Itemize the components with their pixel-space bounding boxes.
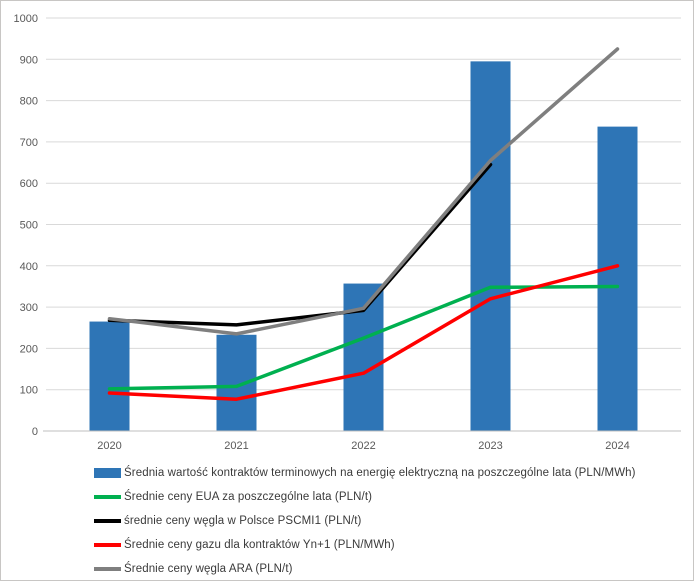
bar-2020 bbox=[89, 321, 130, 431]
x-tick-label: 2020 bbox=[97, 440, 121, 452]
legend-swatch-line bbox=[94, 567, 121, 571]
legend-item: Średnia wartość kontraktów terminowych n… bbox=[94, 461, 636, 485]
y-tick-label: 0 bbox=[32, 426, 38, 438]
legend: Średnia wartość kontraktów terminowych n… bbox=[94, 461, 636, 580]
plot-area: 0 100 200 300 400 500 600 700 800 900 1000 2020 2021… bbox=[14, 13, 681, 452]
legend-item: Średnie ceny węgla ARA (PLN/t) bbox=[94, 557, 636, 580]
line-series-3 bbox=[107, 264, 620, 401]
y-tick-label: 100 bbox=[20, 385, 38, 397]
legend-item: Średnie ceny EUA za poszczególne lata (P… bbox=[94, 485, 636, 509]
x-tick-label: 2022 bbox=[351, 440, 375, 452]
legend-item: Średnie ceny gazu dla kontraktów Yn+1 (P… bbox=[94, 533, 636, 557]
y-tick-label: 700 bbox=[20, 137, 38, 149]
legend-label: Średnia wartość kontraktów terminowych n… bbox=[124, 467, 636, 479]
legend-item: średnie ceny węgla w Polsce PSCMI1 (PLN/… bbox=[94, 509, 636, 533]
line-series-4 bbox=[107, 47, 620, 336]
y-tick-label: 300 bbox=[20, 302, 38, 314]
legend-label: średnie ceny węgla w Polsce PSCMI1 (PLN/… bbox=[124, 515, 362, 527]
y-tick-label: 400 bbox=[20, 261, 38, 273]
bar-2023 bbox=[470, 61, 511, 432]
y-tick-label: 500 bbox=[20, 220, 38, 232]
legend-swatch-bar bbox=[94, 468, 121, 478]
y-tick-label: 800 bbox=[20, 96, 38, 108]
bar-2024 bbox=[597, 126, 638, 431]
line-series-2 bbox=[107, 162, 493, 327]
x-tick-label: 2023 bbox=[478, 440, 502, 452]
y-tick-label: 1000 bbox=[14, 13, 38, 25]
legend-swatch-line bbox=[94, 543, 121, 547]
y-tick-label: 600 bbox=[20, 178, 38, 190]
legend-label: Średnie ceny gazu dla kontraktów Yn+1 (P… bbox=[124, 539, 395, 551]
x-tick-label: 2024 bbox=[605, 440, 629, 452]
legend-label: Średnie ceny EUA za poszczególne lata (P… bbox=[124, 491, 373, 503]
legend-swatch-line bbox=[94, 495, 121, 499]
y-tick-label: 900 bbox=[20, 54, 38, 66]
y-tick-label: 200 bbox=[20, 343, 38, 355]
x-tick-label: 2021 bbox=[224, 440, 248, 452]
legend-label: Średnie ceny węgla ARA (PLN/t) bbox=[124, 563, 293, 575]
legend-swatch-line bbox=[94, 519, 121, 523]
